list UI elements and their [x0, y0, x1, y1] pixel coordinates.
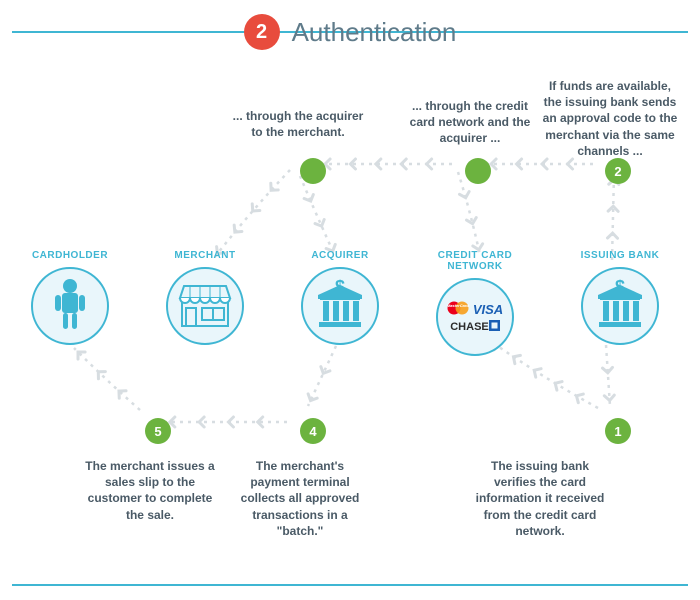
brand-mastercard: MasterCard [447, 301, 469, 318]
actor-circle [166, 267, 244, 345]
step-badge-5: 5 [145, 418, 171, 444]
actor-circle: $ [581, 267, 659, 345]
step-badge-x2 [465, 158, 491, 184]
actor-issuer: ISSUING BANK $ [560, 250, 680, 345]
header-title: Authentication [292, 17, 457, 48]
step-badge-2: 2 [605, 158, 631, 184]
step-desc-x3: ... through the acquirer to the merchant… [228, 108, 368, 140]
bottom-rule [12, 584, 688, 586]
step-badge-4: 4 [300, 418, 326, 444]
bank-icon: $ [594, 279, 646, 334]
header: 2 Authentication [0, 14, 700, 50]
actor-circle: $ [301, 267, 379, 345]
actor-label: CARDHOLDER [10, 250, 130, 261]
actor-label: MERCHANT [145, 250, 265, 261]
actor-cardholder: CARDHOLDER [10, 250, 130, 345]
actor-label: ISSUING BANK [560, 250, 680, 261]
step-desc-4: The merchant's payment terminal collects… [230, 458, 370, 539]
actor-label: ACQUIRER [280, 250, 400, 261]
bank-icon: $ [314, 279, 366, 334]
brand-visa: VISA [473, 302, 503, 317]
actor-merchant: MERCHANT [145, 250, 265, 345]
actor-circle [31, 267, 109, 345]
store-icon [176, 278, 234, 335]
actor-acquirer: ACQUIRER $ [280, 250, 400, 345]
actor-circle: MasterCard VISA CHASE [436, 278, 514, 356]
step-desc-1: The issuing bank verifies the card infor… [470, 458, 610, 539]
person-icon [48, 277, 92, 336]
diagram-stage: CARDHOLDER MERCHANT ACQUIRER $ CREDIT CARD N… [0, 60, 700, 570]
step-badge-x3 [300, 158, 326, 184]
step-badge-1: 1 [605, 418, 631, 444]
brand-chase: CHASE [450, 320, 500, 333]
step-desc-x2: ... through the credit card network and … [400, 98, 540, 147]
actor-network: CREDIT CARD NETWORK MasterCard VISA CHAS… [415, 250, 535, 356]
header-badge: 2 [244, 14, 280, 50]
step-desc-2: If funds are available, the issuing bank… [540, 78, 680, 159]
step-desc-5: The merchant issues a sales slip to the … [80, 458, 220, 523]
actor-label: CREDIT CARD NETWORK [415, 250, 535, 272]
